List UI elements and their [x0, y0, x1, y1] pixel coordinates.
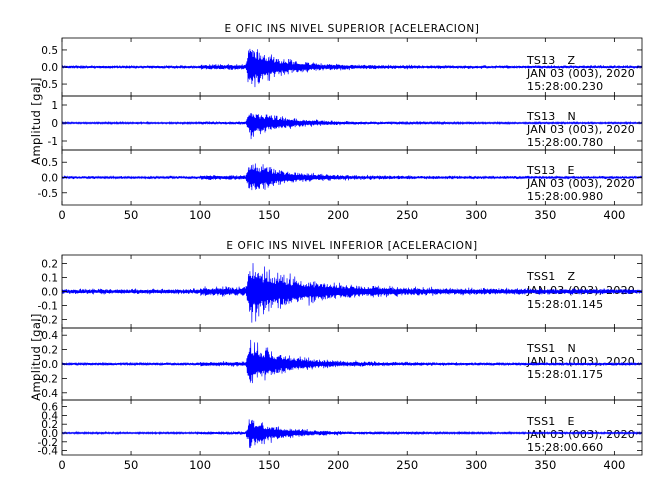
time-label-ts13-z: 15:28:00.230	[527, 80, 603, 93]
x-tick-label: 150	[258, 458, 280, 472]
waveform-tss1-e	[62, 419, 642, 448]
y-tick-label-ts13-e: 0.5	[41, 157, 58, 169]
date-label-tss1-n: JAN 03 (003), 2020	[526, 355, 635, 368]
waveform-ts13-e	[62, 163, 642, 191]
time-label-tss1-e: 15:28:00.660	[527, 441, 603, 454]
y-tick-label-tss1-e: 0.2	[41, 419, 58, 431]
x-tick-label: 200	[327, 208, 349, 222]
y-tick-label-tss1-n: -0.4	[38, 388, 59, 400]
x-tick-label: 0	[58, 208, 65, 222]
y-tick-label-ts13-z: 0.0	[41, 62, 58, 74]
time-label-ts13-e: 15:28:00.980	[527, 190, 603, 203]
x-tick-label: 350	[534, 458, 556, 472]
x-tick-label: 0	[58, 458, 65, 472]
waveform-tss1-n	[62, 339, 642, 384]
y-tick-label-tss1-e: 0.6	[41, 402, 58, 414]
y-tick-label-tss1-e: 0.0	[41, 428, 58, 440]
x-tick-label: 300	[465, 208, 487, 222]
y-tick-label-tss1-n: -0.2	[38, 373, 59, 385]
y-tick-label-ts13-e: 0.0	[41, 173, 58, 185]
x-tick-label: 200	[327, 458, 349, 472]
x-tick-label: 250	[396, 458, 418, 472]
y-tick-label-tss1-e: -0.4	[38, 446, 59, 458]
time-label-tss1-z: 15:28:01.145	[527, 298, 603, 311]
station-label-ts13-z: TS13 Z	[526, 54, 576, 67]
y-tick-label-tss1-e: 0.4	[41, 410, 58, 422]
station-label-tss1-n: TSS1 N	[526, 342, 576, 355]
y-tick-label-ts13-e: -0.5	[38, 188, 59, 200]
x-tick-label: 100	[189, 458, 211, 472]
x-tick-label: 400	[603, 208, 625, 222]
date-label-tss1-e: JAN 03 (003), 2020	[526, 428, 635, 441]
x-tick-label: 100	[189, 208, 211, 222]
y-tick-label-tss1-z: -0.2	[38, 315, 59, 327]
waveform-ts13-n	[62, 113, 642, 140]
y-tick-label-tss1-z: -0.1	[38, 301, 59, 313]
station-label-tss1-z: TSS1 Z	[526, 270, 575, 283]
station-label-ts13-e: TS13 E	[526, 164, 575, 177]
date-label-ts13-n: JAN 03 (003), 2020	[526, 123, 635, 136]
x-tick-label: 50	[124, 458, 139, 472]
y-tick-label-ts13-n: 1	[51, 100, 58, 112]
chart-title-superior: E OFIC INS NIVEL SUPERIOR [ACELERACION]	[224, 23, 479, 35]
y-tick-label-tss1-n: 0.0	[41, 359, 58, 371]
x-tick-label: 400	[603, 458, 625, 472]
x-tick-label: 350	[534, 208, 556, 222]
station-label-tss1-e: TSS1 E	[526, 415, 575, 428]
date-label-ts13-z: JAN 03 (003), 2020	[526, 67, 635, 80]
station-label-ts13-n: TS13 N	[526, 110, 576, 123]
x-tick-label: 150	[258, 208, 280, 222]
x-tick-label: 300	[465, 458, 487, 472]
y-tick-label-tss1-n: 0.2	[41, 345, 58, 357]
y-tick-label-ts13-z: 0.5	[41, 45, 58, 57]
y-tick-label-tss1-z: 0.2	[41, 258, 58, 270]
waveform-tss1-z	[62, 263, 642, 323]
waveform-ts13-z	[62, 48, 642, 88]
y-tick-label-tss1-z: 0.1	[41, 272, 58, 284]
y-tick-label-ts13-n: -1	[48, 136, 58, 148]
y-axis-label-inferior: Amplitud [gal]	[29, 313, 43, 401]
y-tick-label-tss1-e: -0.2	[38, 437, 59, 449]
x-tick-label: 50	[124, 208, 139, 222]
y-tick-label-tss1-n: 0.4	[41, 330, 58, 342]
y-axis-label-superior: Amplitud [gal]	[29, 77, 43, 165]
time-label-ts13-n: 15:28:00.780	[527, 136, 603, 149]
x-tick-label: 250	[396, 208, 418, 222]
time-label-tss1-n: 15:28:01.175	[527, 368, 603, 381]
date-label-ts13-e: JAN 03 (003), 2020	[526, 177, 635, 190]
y-tick-label-ts13-n: 0	[51, 118, 58, 130]
y-tick-label-tss1-z: 0.0	[41, 287, 58, 299]
panel-frame-tss1-e	[61, 399, 643, 456]
chart-title-inferior: E OFIC INS NIVEL INFERIOR [ACELERACION]	[226, 240, 477, 252]
y-tick-label-ts13-z: -0.5	[38, 79, 59, 91]
